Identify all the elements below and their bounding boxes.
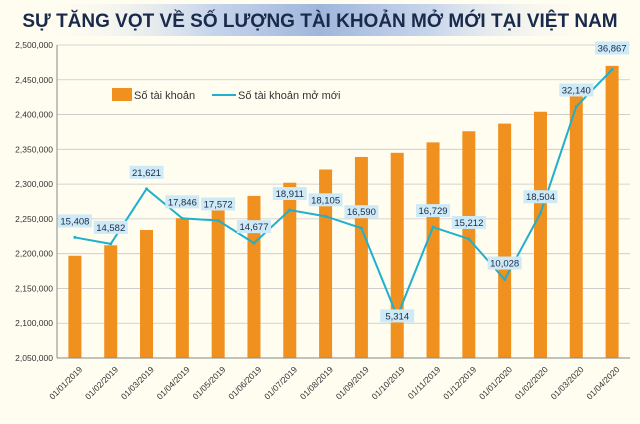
data-label: 36,867 [598, 44, 627, 55]
bar [175, 218, 189, 358]
bar [68, 255, 82, 358]
legend: Số tài khoản Số tài khoản mở mới [112, 88, 340, 102]
data-label: 15,212 [454, 218, 483, 229]
data-label: 32,140 [562, 86, 591, 97]
series-line [74, 68, 613, 320]
bar [140, 230, 154, 358]
x-tick-label: 01/10/2019 [369, 364, 406, 401]
y-tick-label: 2,200,000 [15, 249, 53, 259]
data-label-bg [57, 214, 92, 228]
line-point [574, 105, 578, 109]
data-label: 5,314 [385, 311, 409, 322]
bar [498, 123, 512, 358]
y-tick-label: 2,300,000 [15, 179, 53, 189]
x-tick-label: 01/03/2020 [549, 364, 586, 401]
legend-swatch-bar [112, 88, 132, 101]
x-tick-label: 01/01/2019 [47, 364, 84, 401]
legend-label-bar: Số tài khoản [134, 90, 195, 102]
bar [247, 195, 261, 358]
data-label: 14,582 [96, 223, 125, 234]
x-tick-label: 01/09/2019 [334, 364, 371, 401]
data-label-bg [344, 205, 379, 219]
line-point [610, 68, 614, 72]
data-label: 16,729 [419, 206, 448, 217]
legend-label-line: Số tài khoản mở mới [238, 90, 340, 102]
data-label-bg [380, 309, 415, 323]
data-label: 18,504 [526, 192, 555, 203]
data-label: 21,621 [132, 168, 161, 179]
data-label: 18,105 [311, 195, 340, 206]
data-label-bg [129, 165, 164, 179]
line-point [73, 235, 77, 239]
data-label-bg [236, 220, 271, 234]
line-point [467, 237, 471, 241]
line-point [180, 216, 184, 220]
x-tick-label: 01/12/2019 [441, 364, 478, 401]
chart-title: SỰ TĂNG VỌT VỀ SỐ LƯỢNG TÀI KHOẢN MỞ MỚI… [22, 10, 617, 32]
data-label: 18,911 [276, 189, 304, 200]
x-tick-label: 01/06/2019 [226, 364, 263, 401]
bar [354, 156, 368, 358]
x-tick-label: 01/02/2020 [513, 364, 550, 401]
bar [533, 111, 547, 358]
y-tick-label: 2,450,000 [15, 75, 53, 85]
data-label-bg [416, 204, 451, 218]
bar [283, 182, 297, 358]
x-tick-label: 01/05/2019 [190, 364, 227, 401]
data-label: 10,028 [490, 259, 519, 270]
bar [211, 208, 225, 358]
bar [462, 131, 476, 358]
line-point [288, 208, 292, 212]
x-tick-label: 01/01/2020 [477, 364, 514, 401]
data-label-bg [93, 220, 128, 234]
data-label-bg [523, 190, 558, 204]
x-tick-label: 01/04/2020 [584, 364, 621, 401]
data-label-bg [272, 187, 307, 201]
line-point [324, 214, 328, 218]
bar [390, 152, 404, 358]
line-point [216, 218, 220, 222]
x-tick-label: 01/03/2019 [119, 364, 156, 401]
line-point [431, 225, 435, 229]
bar [569, 92, 583, 358]
x-tick-label: 01/04/2019 [155, 364, 192, 401]
y-tick-label: 2,500,000 [15, 40, 53, 50]
data-label-bg [487, 256, 522, 270]
line-point [252, 241, 256, 245]
line-point [538, 211, 542, 215]
data-label: 17,846 [168, 197, 197, 208]
data-label-bg [201, 197, 236, 211]
y-tick-label: 2,050,000 [15, 353, 53, 363]
title-band [40, 4, 600, 36]
data-label: 17,572 [204, 199, 233, 210]
y-tick-label: 2,100,000 [15, 318, 53, 328]
line-point [109, 242, 113, 246]
line-point [359, 226, 363, 230]
data-label-bg [165, 195, 200, 209]
y-tick-label: 2,350,000 [15, 144, 53, 154]
data-label: 14,677 [239, 222, 268, 233]
bar [104, 245, 118, 358]
x-tick-label: 01/11/2019 [406, 364, 443, 401]
data-label-bg [308, 193, 343, 207]
data-label: 16,590 [347, 207, 376, 218]
x-tick-label: 01/02/2019 [83, 364, 120, 401]
x-tick-label: 01/07/2019 [262, 364, 299, 401]
x-tick-label: 01/08/2019 [298, 364, 335, 401]
bar [426, 142, 440, 358]
data-label-bg [451, 215, 486, 229]
data-label: 15,408 [60, 216, 89, 227]
data-label-bg [595, 41, 630, 55]
data-label-bg [559, 83, 594, 97]
y-tick-label: 2,400,000 [15, 110, 53, 120]
bar [605, 65, 619, 358]
line-point [503, 278, 507, 282]
line-point [145, 187, 149, 191]
y-tick-label: 2,150,000 [15, 283, 53, 293]
y-tick-label: 2,250,000 [15, 214, 53, 224]
